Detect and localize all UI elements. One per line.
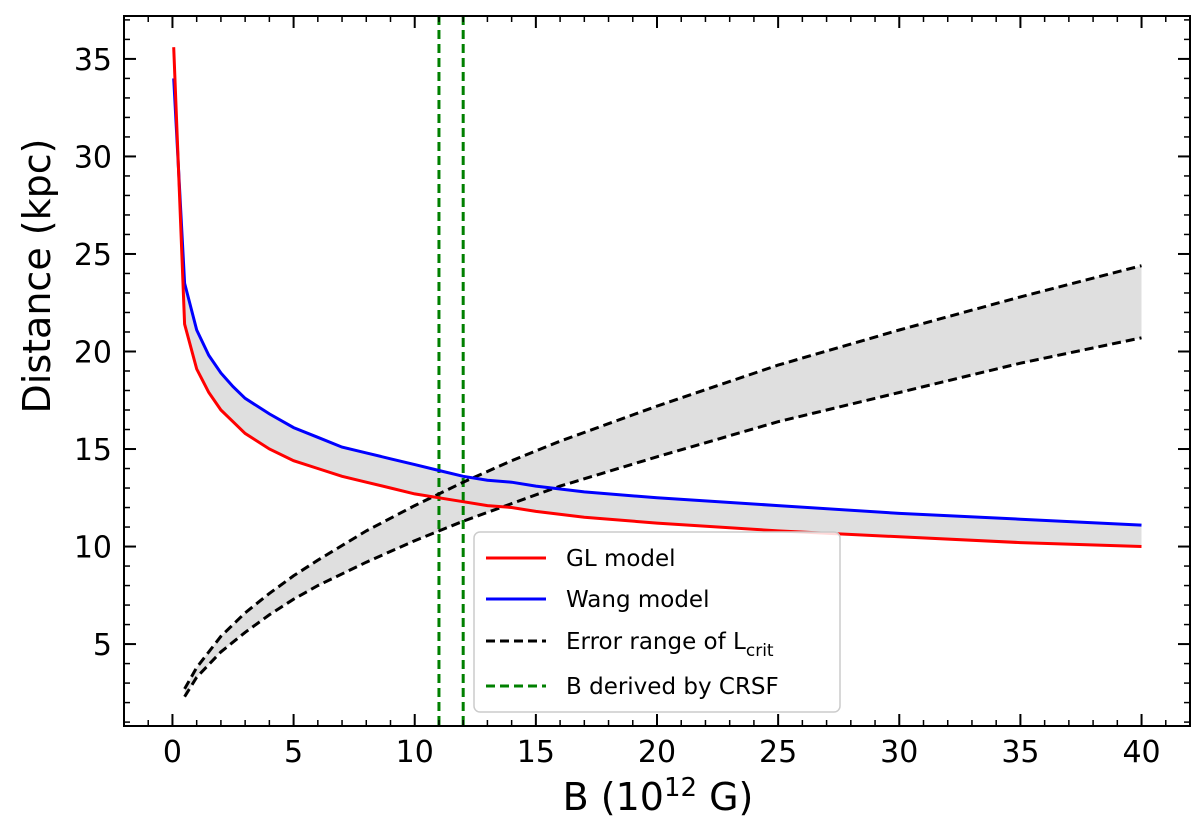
y-tick-label: 10 (74, 531, 112, 566)
x-axis-label: B (1012 G) (563, 773, 754, 819)
error-range-band (184, 265, 1142, 697)
gl-model-line (172, 47, 1142, 548)
model-band (173, 47, 1142, 547)
x-tick-label: 20 (638, 735, 676, 770)
y-tick-label: 5 (93, 628, 112, 663)
plot-frame (123, 15, 1191, 727)
x-tick-label: 15 (517, 735, 555, 770)
legend: GL model Wang model Error range of Lcrit… (473, 531, 841, 713)
error-range-lower-line (183, 336, 1142, 698)
y-axis-label: Distance (kpc) (15, 139, 59, 414)
legend-label-crsf: B derived by CRSF (566, 674, 779, 700)
legend-label-wang-model: Wang model (566, 587, 709, 613)
x-tick-label: 10 (396, 735, 434, 770)
x-tick-label: 25 (759, 735, 797, 770)
error-range-upper-line (183, 264, 1142, 690)
y-tick-label: 30 (74, 140, 112, 175)
legend-frame (473, 531, 841, 713)
wang-model-line (172, 78, 1142, 527)
y-tick-label: 35 (74, 43, 112, 78)
y-tick-label: 25 (74, 238, 112, 273)
x-tick-label: 40 (1122, 735, 1160, 770)
x-tick-label: 30 (880, 735, 918, 770)
legend-label-gl-model: GL model (566, 546, 676, 572)
shaded-bands (173, 47, 1142, 697)
x-tick-label: 0 (163, 735, 182, 770)
y-tick-label: 15 (74, 433, 112, 468)
legend-label-error-range: Error range of Lcrit (566, 629, 774, 661)
series-lines (172, 16, 1142, 726)
x-tick-label: 35 (1001, 735, 1039, 770)
y-tick-label: 20 (74, 335, 112, 370)
x-tick-label: 5 (284, 735, 303, 770)
tick-labels: 0 5 10 15 20 25 30 35 40 5 10 15 20 25 30 35 (74, 43, 1161, 770)
